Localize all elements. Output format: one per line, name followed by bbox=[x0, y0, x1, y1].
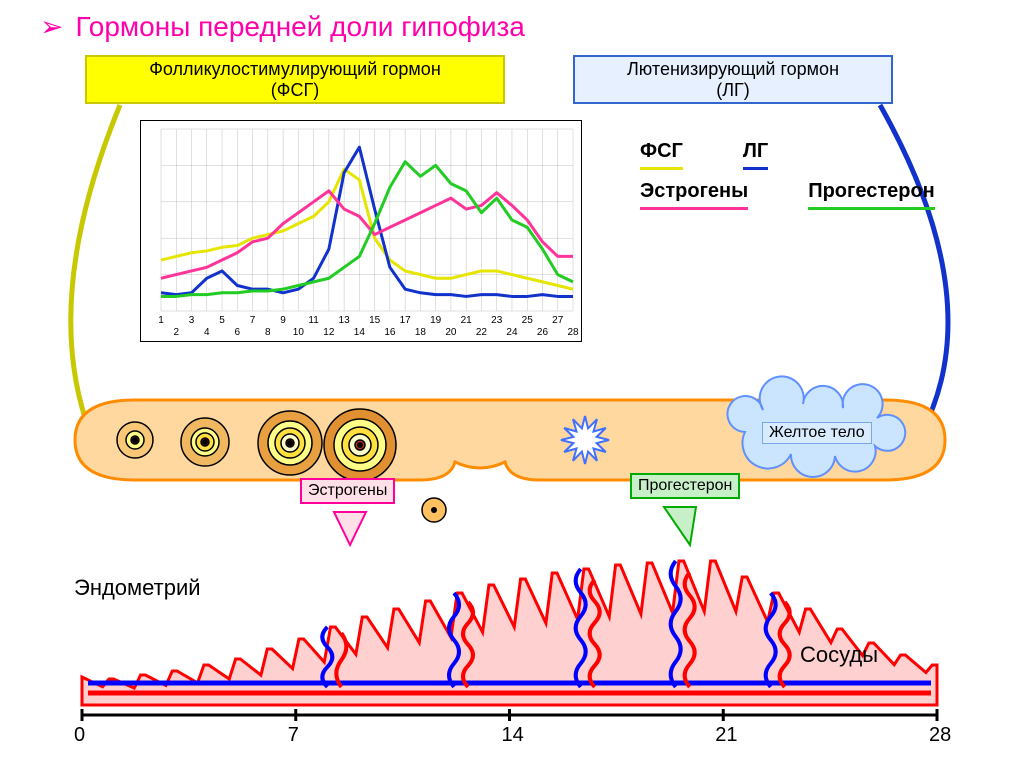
svg-text:26: 26 bbox=[537, 327, 549, 338]
legend-lh: ЛГ bbox=[743, 140, 768, 170]
legend-estrogen-label: Эстрогены bbox=[640, 180, 748, 203]
fsh-label-line1: Фолликулостимулирующий гормон bbox=[95, 59, 495, 80]
svg-text:5: 5 bbox=[219, 315, 225, 326]
svg-text:23: 23 bbox=[491, 315, 503, 326]
hormone-level-chart: 1234567891011121314151617181920212223242… bbox=[140, 120, 582, 342]
legend-fsh: ФСГ bbox=[640, 140, 683, 170]
svg-text:21: 21 bbox=[461, 315, 473, 326]
axis-tick-14: 14 bbox=[502, 724, 524, 747]
chart-legend: ФСГ ЛГ Эстрогены Прогестерон bbox=[640, 140, 935, 220]
title-bullet-icon: ➢ bbox=[40, 10, 63, 43]
legend-fsh-swatch bbox=[640, 167, 683, 170]
fsh-label-box: Фолликулостимулирующий гормон (ФСГ) bbox=[85, 55, 505, 104]
progesterone-tag-label: Прогестерон bbox=[638, 477, 732, 494]
svg-text:13: 13 bbox=[339, 315, 351, 326]
chart-svg: 1234567891011121314151617181920212223242… bbox=[141, 121, 581, 341]
svg-text:15: 15 bbox=[369, 315, 381, 326]
axis-tick-7: 7 bbox=[288, 724, 299, 747]
legend-progesterone-swatch bbox=[808, 207, 935, 210]
lh-label-line2: (ЛГ) bbox=[583, 80, 883, 101]
svg-text:8: 8 bbox=[265, 327, 271, 338]
svg-text:18: 18 bbox=[415, 327, 427, 338]
axis-tick-28: 28 bbox=[929, 724, 951, 747]
svg-text:7: 7 bbox=[250, 315, 256, 326]
svg-text:20: 20 bbox=[445, 327, 457, 338]
svg-text:24: 24 bbox=[506, 327, 518, 338]
svg-text:1: 1 bbox=[158, 315, 164, 326]
estrogen-tag-label: Эстрогены bbox=[308, 482, 387, 499]
svg-text:14: 14 bbox=[354, 327, 366, 338]
svg-text:9: 9 bbox=[280, 315, 286, 326]
axis-tick-21: 21 bbox=[715, 724, 737, 747]
svg-text:10: 10 bbox=[293, 327, 305, 338]
legend-progesterone-label: Прогестерон bbox=[808, 180, 935, 203]
svg-text:17: 17 bbox=[400, 315, 412, 326]
title-row: ➢ Гормоны передней доли гипофиза bbox=[0, 0, 1024, 47]
endometrium-label: Эндометрий bbox=[74, 575, 201, 601]
progesterone-tag: Прогестерон bbox=[630, 473, 740, 499]
svg-text:28: 28 bbox=[567, 327, 579, 338]
legend-progesterone: Прогестерон bbox=[808, 180, 935, 210]
svg-text:2: 2 bbox=[173, 327, 179, 338]
page-title: Гормоны передней доли гипофиза bbox=[75, 11, 524, 43]
legend-estrogen-swatch bbox=[640, 207, 748, 210]
svg-text:22: 22 bbox=[476, 327, 488, 338]
lh-label-box: Лютенизирующий гормон (ЛГ) bbox=[573, 55, 893, 104]
svg-text:6: 6 bbox=[235, 327, 241, 338]
svg-text:25: 25 bbox=[522, 315, 534, 326]
legend-fsh-label: ФСГ bbox=[640, 140, 683, 163]
menstrual-cycle-diagram: { "layout": { "width": 1024, "height": 7… bbox=[0, 0, 1024, 768]
svg-text:12: 12 bbox=[323, 327, 335, 338]
legend-lh-swatch bbox=[743, 167, 768, 170]
estrogen-tag: Эстрогены bbox=[300, 478, 395, 504]
lh-label-line1: Лютенизирующий гормон bbox=[583, 59, 883, 80]
svg-text:16: 16 bbox=[384, 327, 396, 338]
svg-text:19: 19 bbox=[430, 315, 442, 326]
legend-estrogen: Эстрогены bbox=[640, 180, 748, 210]
svg-text:4: 4 bbox=[204, 327, 210, 338]
fsh-label-line2: (ФСГ) bbox=[95, 80, 495, 101]
svg-text:27: 27 bbox=[552, 315, 564, 326]
vessels-label: Сосуды bbox=[800, 642, 878, 668]
axis-tick-0: 0 bbox=[74, 724, 85, 747]
legend-lh-label: ЛГ bbox=[743, 140, 768, 163]
corpus-luteum-label: Желтое тело bbox=[762, 422, 872, 444]
svg-text:11: 11 bbox=[308, 315, 319, 326]
svg-text:3: 3 bbox=[189, 315, 195, 326]
